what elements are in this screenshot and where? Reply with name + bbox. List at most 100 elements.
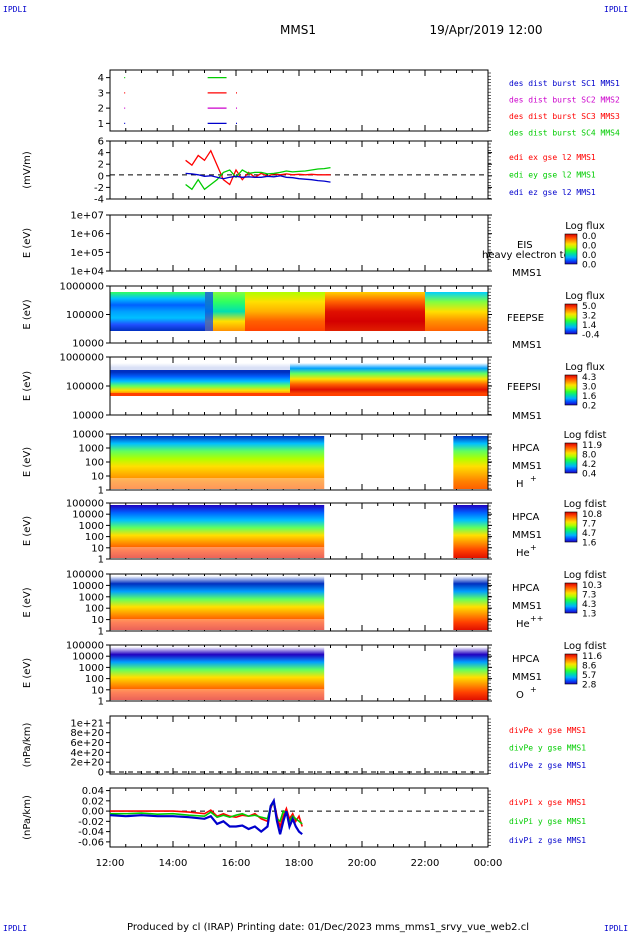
divpi-panel-ytick-label: -0.02 [78,817,104,828]
efield-panel-ytick-label: -2 [94,183,104,194]
hpca-he-panel-ylabel: E (eV) [22,516,33,546]
efield-panel-legend-item: edi ez gse l2 MMS1 [509,188,596,197]
spectrogram-band [245,292,325,331]
hpca-he-panel-image [110,505,488,558]
hpca-he-panel-species: He [516,548,530,559]
burst-panel-legend-item: des dist burst SC4 MMS4 [509,129,620,138]
hpca-he-panel-border [109,502,489,560]
burst-panel-ytick-label: 4 [98,73,104,84]
hpca-h-panel-sparse-region [110,478,325,489]
time-axis-label: 14:00 [159,858,188,869]
eis-panel-colorbar [564,233,578,265]
divpi-panel-ytick-label: -0.04 [78,827,104,838]
feepsi-panel-cbar-title: Log flux [565,362,605,373]
feepse-panel-ylabel: E (eV) [22,299,33,329]
feepse-panel-label: MMS1 [512,340,542,351]
divpi-panel-ytick-label: 0.04 [82,786,104,797]
divpe-panel-ytick-label: 2e+20 [70,758,104,769]
feepse-dip [205,292,213,331]
eis-panel-cbar-tick: 0.0 [582,251,597,261]
divpe-panel-ylabel: (nPa/km) [22,723,33,768]
hpca-he-panel-cbar-tick: 4.7 [582,529,596,539]
feepsi-panel-cbar-tick: 3.0 [582,383,597,393]
hpca-he-panel-cbar-title: Log fdist [564,499,607,510]
hpca-o-panel-cbar-title: Log fdist [564,641,607,652]
hpca-h-panel-image [110,436,488,489]
feepsi-panel-ylabel: E (eV) [22,371,33,401]
efield-series-line [185,149,331,186]
hpca-he-panel-colorbar [564,511,578,543]
divpe-panel-legend-item: divPe z gse MMS1 [509,761,586,770]
feepsi-panel-label: FEEPSI [507,382,541,393]
spectrogram-band [290,363,488,395]
hpca-he-panel-charge: + [530,543,537,552]
time-axis-label: 12:00 [96,858,125,869]
hpca-o-panel-label: HPCA [512,654,540,665]
eis-panel-label: EIS [517,240,533,251]
spectrogram-band [110,647,325,700]
hpca-h-panel-cbar-tick: 0.4 [582,470,597,480]
eis-panel-ytick-label: 1e+07 [70,211,104,222]
eis-panel-ytick-label: 1e+05 [70,248,104,259]
time-axis-label: 16:00 [222,858,251,869]
hpca-he2-panel-ytick-label: 100 [85,604,104,615]
hpca-o-panel-ytick-label: 100 [85,674,104,685]
spectrogram-band [110,436,325,489]
eis-panel-cbar-tick: 0.0 [582,232,597,242]
feepse-panel-image [110,292,488,331]
hpca-o-panel-ylabel: E (eV) [22,658,33,688]
feepsi-panel-image [110,363,488,396]
hpca-o-panel-border [109,644,489,702]
divpe-panel-legend-item: divPe x gse MMS1 [509,726,586,735]
hpca-he2-panel-ytick-label: 10 [91,615,104,626]
burst-panel-ytick-label: 1 [98,119,104,130]
corner-label: IPDLI [3,5,27,14]
time-axis-label: 22:00 [411,858,440,869]
divpi-panel-ytick-label: -0.06 [78,837,104,848]
hpca-o-panel-ytick-label: 100000 [66,641,104,652]
hpca-he-panel-ytick-label: 100000 [66,499,104,510]
feepse-panel-label: FEEPSE [507,313,544,324]
eis-panel-label: MMS1 [512,268,542,279]
spacecraft-title: MMS1 [280,23,316,37]
hpca-he2-panel-charge: ++ [530,614,543,623]
hpca-o-panel-cbar-tick: 5.7 [582,671,596,681]
burst-panel-legend-item: des dist burst SC1 MMS1 [509,79,620,88]
hpca-he-panel-cbar-tick: 1.6 [582,539,597,549]
hpca-he2-panel-cbar-title: Log fdist [564,570,607,581]
eis-panel-border [109,214,489,272]
divpe-panel-legend-item: divPe y gse MMS1 [509,744,586,753]
efield-panel-ytick-label: 0 [98,171,104,182]
burst-panel-ytick-label: 3 [98,88,104,99]
hpca-h-panel-cbar-tick: 8.0 [582,451,597,461]
hpca-he-panel-ytick-label: 1000 [79,521,104,532]
feepsi-panel-cbar-tick: 0.2 [582,402,596,412]
divpi-panel-ylabel: (nPa/km) [22,795,33,840]
hpca-h-panel-label: MMS1 [512,461,542,472]
efield-panel-legend-item: edi ex gse l2 MMS1 [509,153,596,162]
feepse-panel-ytick-label: 1000000 [59,282,104,293]
hpca-h-panel-species: H [516,479,524,490]
feepsi-panel-cbar-tick: 4.3 [582,373,596,383]
spectrogram-band [453,576,488,630]
divpi-series-line [109,797,303,836]
hpca-h-panel-charge: + [530,474,537,483]
divpi-panel-ytick-label: 0.02 [82,796,104,807]
hpca-he2-panel-ytick-label: 1 [98,627,104,638]
hpca-o-panel-cbar-tick: 11.6 [582,652,602,662]
feepse-panel-ytick-label: 100000 [66,310,104,321]
hpca-he-panel-ytick-label: 1 [98,555,104,566]
feepse-panel-border [109,285,489,344]
efield-panel-legend-item: edi ey gse l2 MMS1 [509,171,596,180]
hpca-h-panel-cbar-tick: 4.2 [582,460,596,470]
divpe-panel-ytick-label: 6e+20 [70,738,104,749]
divpi-panel-legend-item: divPi x gse MMS1 [509,798,586,807]
feepsi-panel-border [109,356,489,416]
spectrogram-band [110,292,205,331]
eis-panel-ytick-label: 1e+06 [70,229,104,240]
hpca-o-panel-charge: + [530,685,537,694]
hpca-h-panel-ylabel: E (eV) [22,447,33,477]
feepsi-panel-ytick-label: 1000000 [59,353,104,364]
spectrogram-band [325,292,425,331]
hpca-o-panel-label: MMS1 [512,672,542,683]
